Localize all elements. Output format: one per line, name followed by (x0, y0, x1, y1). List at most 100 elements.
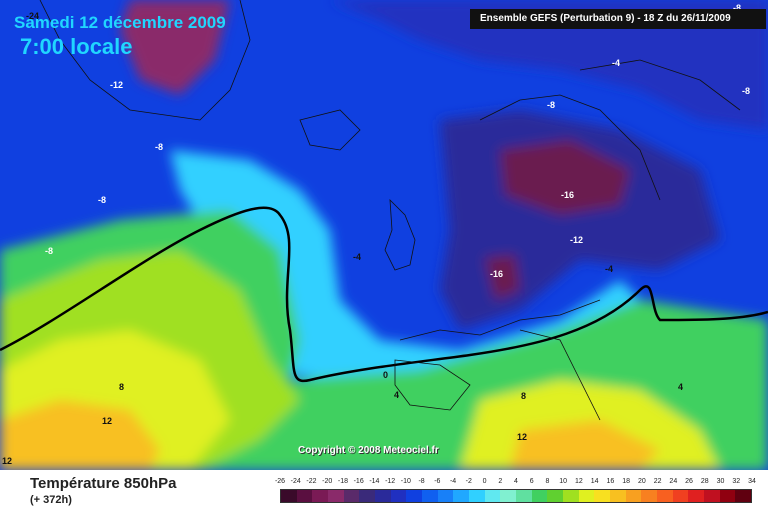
legend-label: 2 (498, 478, 503, 485)
legend-swatch (672, 490, 689, 502)
legend-label: 16 (606, 478, 615, 485)
zero-isotherm (0, 206, 768, 383)
iberia-outline (394, 359, 471, 411)
legend-label: 28 (700, 478, 709, 485)
legend-label: 34 (748, 478, 756, 485)
legend-label: 10 (559, 478, 568, 485)
legend-label: -4 (449, 478, 457, 485)
legend-label: 22 (653, 478, 662, 485)
isoline-label: -24 (26, 11, 39, 21)
isoline-label: 8 (119, 382, 124, 392)
isoline-label: 12 (2, 456, 12, 466)
legend-label: -24 (290, 478, 301, 485)
northern-cold-band (0, 0, 768, 130)
legend-swatch (688, 490, 705, 502)
isoline-label: -8 (742, 86, 750, 96)
legend-swatch (594, 490, 611, 502)
legend-swatch (531, 490, 548, 502)
isoline-label: -8 (45, 246, 53, 256)
orange-field (0, 400, 160, 470)
isoline-label: -4 (612, 58, 620, 68)
isoline-label: -8 (155, 142, 163, 152)
isoline-label: -12 (570, 235, 583, 245)
isoline-label: -16 (561, 190, 574, 200)
legend-labels: -26 -24 -22 -20 -18 -16 -14 -12 -10 -8 -6 -4 -2 0 2 4 6 8… (275, 478, 756, 488)
scandinavia-cold-core (500, 140, 630, 215)
legend-swatch (610, 490, 626, 502)
legend-label: -20 (322, 478, 333, 485)
legend-label: -2 (465, 478, 472, 485)
isoline-labels: -24 -12 -8 -8 -8 -4 -8 -8 -16 -12 -16 -4… (2, 3, 750, 466)
legend-swatch (719, 490, 736, 502)
color-legend: -26 -24 -22 -20 -18 -16 -14 -12 -10 -8 -6 -4 -2 0 2 4 6 8… (275, 478, 756, 508)
legend-swatch (328, 490, 344, 502)
isoline-label: -16 (490, 269, 503, 279)
legend-label: -10 (400, 478, 411, 485)
isoline-label: 4 (394, 390, 399, 400)
legend-label: 14 (590, 478, 599, 485)
legend-swatch (359, 490, 376, 502)
isoline-label: 8 (521, 391, 526, 401)
legend-label: 18 (622, 478, 631, 485)
isoline-label: -8 (547, 100, 555, 110)
legend-label: 32 (732, 478, 741, 485)
greenland-cold-core (120, 0, 230, 95)
forecast-date: Samedi 12 décembre 2009 (14, 13, 226, 32)
copyright-notice: Copyright © 2008 Meteociel.fr (298, 445, 439, 456)
legend-label: 26 (685, 478, 693, 485)
legend-label: -14 (369, 478, 380, 485)
legend-swatch (375, 490, 391, 502)
isoline-label: 4 (678, 382, 683, 392)
legend-label: -22 (306, 478, 317, 485)
british-isles-outline (384, 198, 416, 271)
legend-swatch (281, 490, 297, 502)
legend-label: -12 (385, 478, 396, 485)
legend-label: 4 (514, 478, 518, 485)
lead-time: (+ 372h) (30, 494, 72, 506)
legend-swatch (625, 490, 642, 502)
legend-label: 6 (529, 478, 534, 485)
legend-label: -6 (434, 478, 441, 485)
parameter-title: Température 850hPa (30, 475, 177, 492)
greenland-outline (39, 0, 251, 121)
legend-swatch (406, 490, 423, 502)
italy-outline (519, 329, 601, 421)
legend-label: 8 (545, 478, 550, 485)
coastlines (39, 0, 741, 421)
continent-coast (399, 299, 601, 341)
legend-swatch (563, 490, 579, 502)
isoline-label: -4 (353, 252, 361, 262)
legend-swatch (500, 490, 517, 502)
legend-swatch (704, 490, 720, 502)
legend-swatch (422, 490, 438, 502)
legend-swatch (735, 490, 752, 502)
scandinavia-outline (479, 94, 661, 201)
legend-bar (280, 489, 752, 503)
legend-swatch (437, 490, 454, 502)
legend-swatch (641, 490, 658, 502)
isoline-label: -8 (733, 3, 741, 13)
isoline-label: 12 (102, 416, 112, 426)
legend-label: 30 (716, 478, 725, 485)
legend-swatch (296, 490, 313, 502)
isoline-label: 12 (517, 432, 527, 442)
legend-swatch (578, 490, 595, 502)
legend-label: 20 (637, 478, 646, 485)
legend-label: -26 (274, 478, 286, 485)
forecast-time: 7:00 locale (20, 34, 133, 59)
legend-swatch (484, 490, 501, 502)
isoline-label: -12 (110, 80, 123, 90)
legend-swatch (469, 490, 485, 502)
baltic-cold-core (485, 255, 520, 300)
legend-label: -18 (337, 478, 348, 485)
legend-label: -16 (353, 478, 364, 485)
legend-swatch (312, 490, 329, 502)
legend-swatch (547, 490, 564, 502)
legend-swatch (516, 490, 532, 502)
legend-label: 0 (482, 478, 487, 485)
isoline-label: -4 (605, 264, 613, 274)
iceland-outline (299, 109, 361, 151)
legend-label: 12 (575, 478, 583, 485)
legend-label: -8 (418, 478, 425, 485)
